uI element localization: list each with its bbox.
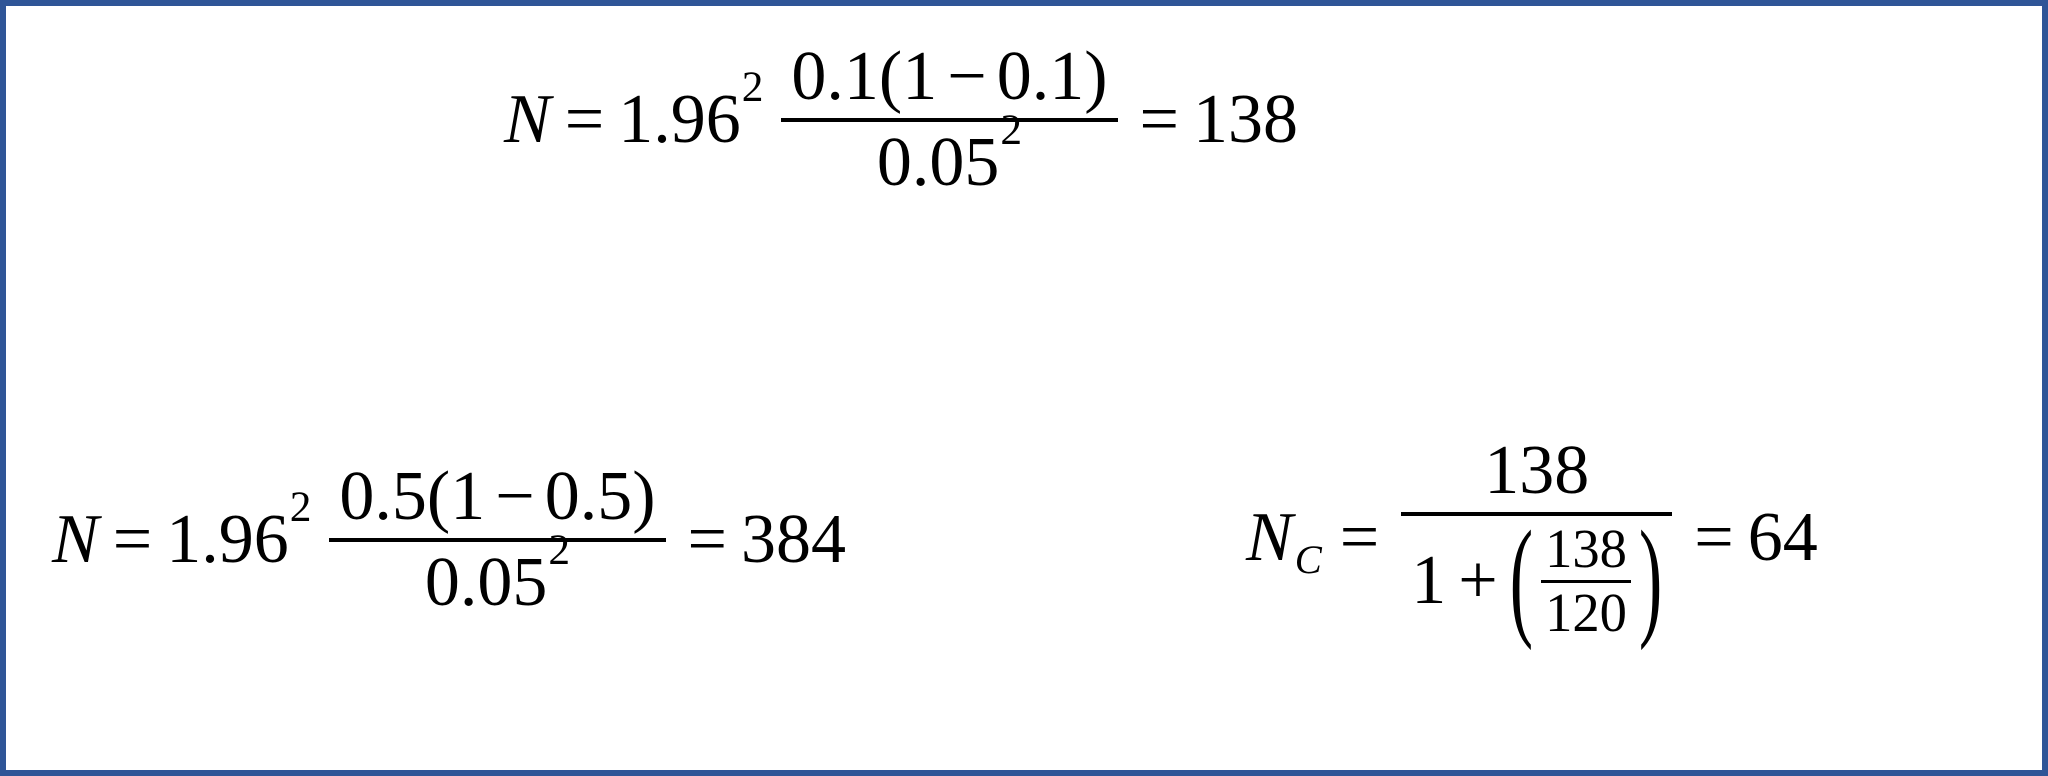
z-exponent: 2 [742, 66, 764, 109]
inner-fraction: 138 120 [1541, 522, 1631, 640]
equation-sample-size-p01: N = 1.962 0.1(1−0.1) 0.052 = 138 [504, 42, 1298, 198]
variable-subscript: C [1295, 540, 1322, 581]
equals-sign: = [113, 505, 152, 575]
fraction-denominator: 0.052 [867, 128, 1032, 198]
variable-N: N [1246, 503, 1293, 573]
z-value: 1.96 [166, 505, 289, 575]
fraction-bar [329, 538, 665, 542]
variable-N: N [52, 505, 99, 575]
fraction-bar [1401, 512, 1672, 516]
fraction-bar [781, 118, 1117, 122]
fraction: 0.1(1−0.1) 0.052 [781, 42, 1117, 198]
equals-sign: = [1140, 85, 1179, 155]
equation-panel: N = 1.962 0.1(1−0.1) 0.052 = 138 N = 1.9… [0, 0, 2048, 776]
fraction-denominator: 0.052 [415, 548, 580, 618]
variable-N: N [504, 85, 551, 155]
fraction: 0.5(1−0.5) 0.052 [329, 462, 665, 618]
result: 64 [1748, 503, 1818, 573]
outer-fraction: 138 1 + ( 138 120 ) [1401, 436, 1672, 640]
result: 384 [741, 505, 846, 575]
equals-sign: = [1340, 503, 1379, 573]
outer-numerator: 138 [1474, 436, 1599, 506]
equation-sample-size-p05: N = 1.962 0.5(1−0.5) 0.052 = 384 [52, 462, 846, 618]
z-exponent: 2 [290, 486, 312, 529]
z-value: 1.96 [618, 85, 741, 155]
equals-sign: = [565, 85, 604, 155]
fraction-numerator: 0.5(1−0.5) [329, 462, 665, 532]
equals-sign: = [688, 505, 727, 575]
rparen-icon: ) [1639, 514, 1662, 647]
equation-finite-population-correction: NC = 138 1 + ( 138 120 ) = 64 [1246, 436, 1818, 640]
fraction-numerator: 0.1(1−0.1) [781, 42, 1117, 112]
result: 138 [1193, 85, 1298, 155]
equals-sign: = [1694, 503, 1733, 573]
lparen-icon: ( [1510, 514, 1533, 647]
outer-denominator: 1 + ( 138 120 ) [1401, 522, 1672, 640]
